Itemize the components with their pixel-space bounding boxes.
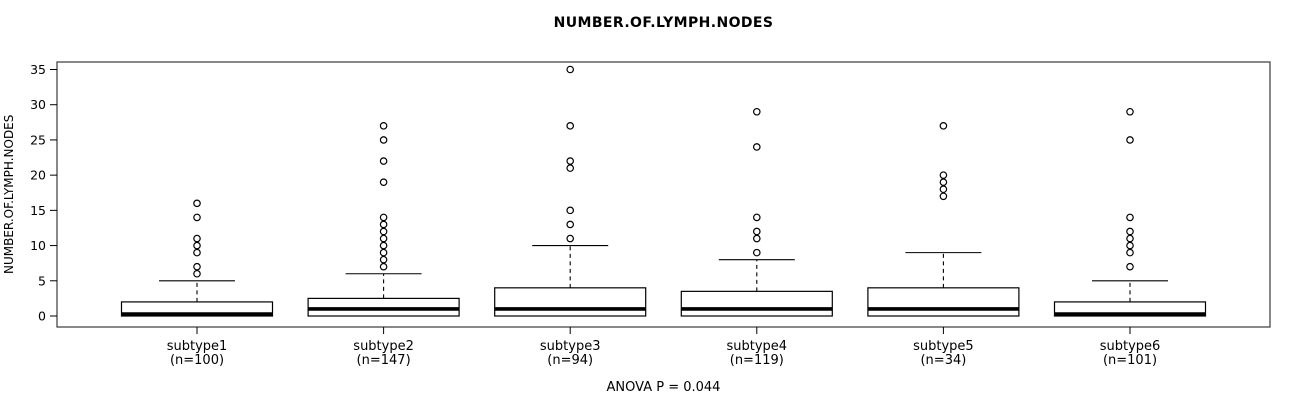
outlier-point <box>379 227 388 236</box>
box <box>867 287 1020 317</box>
y-tick-label: 30 <box>30 97 46 112</box>
outlier-point <box>193 241 201 250</box>
outlier-point <box>1126 234 1134 243</box>
outlier-point <box>379 241 388 250</box>
y-tick-label: 0 <box>38 309 46 324</box>
outlier-point <box>379 262 388 271</box>
outlier-point <box>752 143 761 151</box>
outlier-point <box>566 122 575 130</box>
outlier-point <box>379 220 388 229</box>
y-tick-label: 10 <box>30 238 46 253</box>
outlier-point <box>193 213 201 222</box>
y-tick-label: 15 <box>30 203 46 218</box>
group-label: subtype4 <box>727 339 788 354</box>
outlier-point <box>566 157 575 165</box>
outlier-point <box>193 262 201 271</box>
outlier-point <box>379 157 388 165</box>
outlier-point <box>939 178 948 186</box>
group-label: subtype3 <box>540 339 601 354</box>
box <box>494 287 647 317</box>
box <box>680 290 833 317</box>
outlier-point <box>939 171 948 179</box>
outlier-point <box>939 122 948 130</box>
y-tick-label: 25 <box>30 132 46 147</box>
outlier-point <box>193 199 201 208</box>
y-tick-label: 20 <box>30 168 46 183</box>
outlier-point <box>939 185 948 194</box>
outlier-point <box>566 164 575 172</box>
outlier-point <box>566 234 575 243</box>
outlier-point <box>193 234 201 243</box>
outlier-point <box>193 269 201 278</box>
outlier-point <box>379 234 388 243</box>
outlier-point <box>752 248 761 257</box>
plot-frame <box>56 61 1271 328</box>
outlier-point <box>1126 107 1134 116</box>
outlier-point <box>752 107 761 116</box>
group-sublabel: (n=94) <box>547 353 593 368</box>
outlier-point <box>752 213 761 222</box>
outlier-point <box>1126 136 1134 144</box>
outlier-point <box>1126 241 1134 250</box>
outlier-point <box>566 220 575 229</box>
group-label: subtype5 <box>913 339 974 354</box>
group-sublabel: (n=101) <box>1103 353 1157 368</box>
group-sublabel: (n=147) <box>357 353 411 368</box>
outlier-point <box>939 192 948 201</box>
outlier-point <box>1126 213 1134 222</box>
group-label: subtype6 <box>1100 339 1161 354</box>
y-tick-label: 35 <box>30 62 46 77</box>
outlier-point <box>379 122 388 130</box>
group-label: subtype1 <box>167 339 228 354</box>
outlier-point <box>752 227 761 236</box>
group-sublabel: (n=100) <box>170 353 224 368</box>
group-label: subtype2 <box>353 339 414 354</box>
group-sublabel: (n=119) <box>730 353 784 368</box>
outlier-point <box>1126 248 1134 257</box>
outlier-point <box>379 213 388 222</box>
outlier-point <box>566 65 575 74</box>
outlier-point <box>752 234 761 243</box>
outlier-point <box>379 136 388 144</box>
outlier-point <box>379 255 388 264</box>
anova-annotation: ANOVA P = 0.044 <box>606 380 721 395</box>
outlier-point <box>193 248 201 257</box>
y-tick-label: 5 <box>38 273 46 288</box>
outlier-point <box>379 248 388 257</box>
outlier-point <box>1126 227 1134 236</box>
outlier-point <box>566 206 575 215</box>
chart-title: NUMBER.OF.LYMPH.NODES <box>553 15 774 31</box>
outlier-point <box>379 178 388 186</box>
outlier-point <box>1126 262 1134 271</box>
group-sublabel: (n=34) <box>920 353 966 368</box>
